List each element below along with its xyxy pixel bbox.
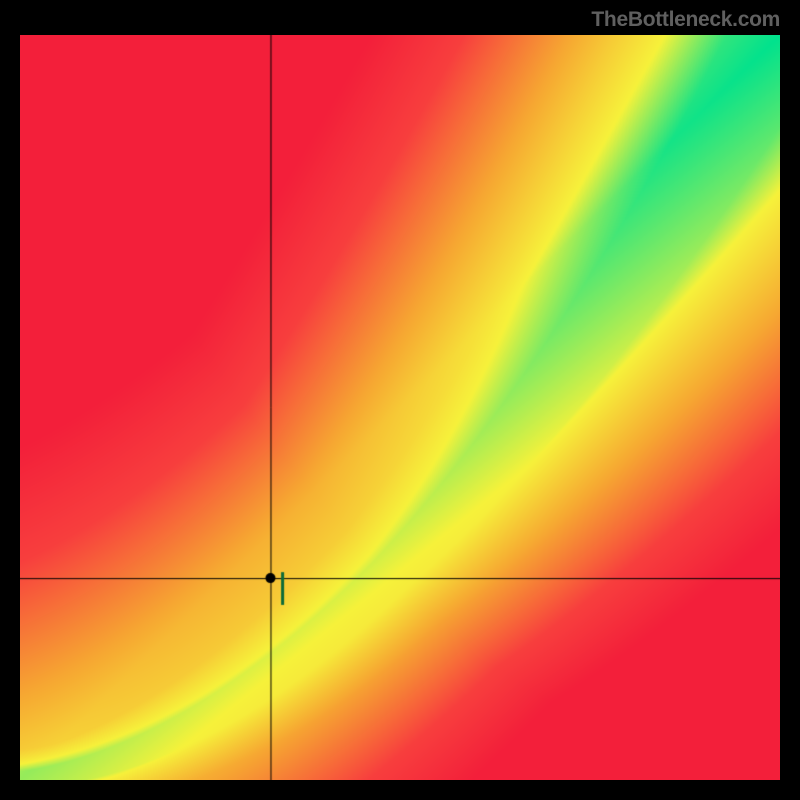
heatmap-canvas [20, 35, 780, 780]
watermark-text: TheBottleneck.com [591, 8, 780, 32]
heatmap-region [20, 35, 780, 780]
